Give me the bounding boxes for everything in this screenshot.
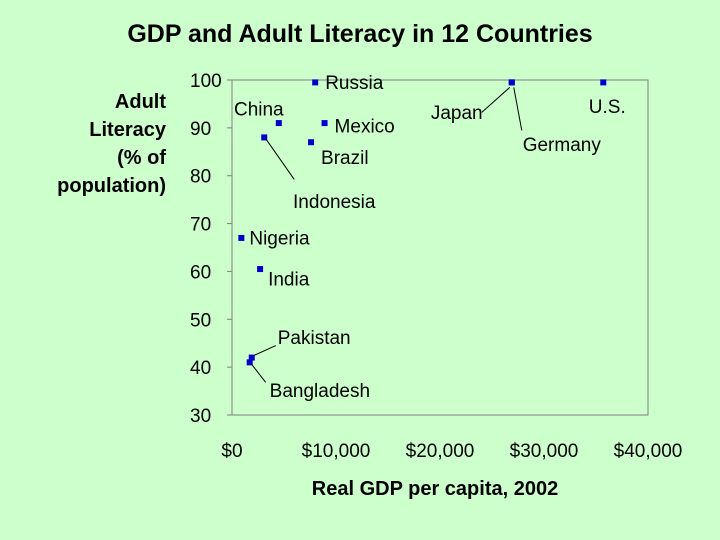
data-point bbox=[321, 120, 328, 127]
point-label: Nigeria bbox=[249, 229, 310, 250]
y-axis-label: Adult Literacy (% of population) bbox=[57, 88, 166, 200]
data-point bbox=[508, 79, 515, 86]
point-label: Japan bbox=[431, 103, 483, 124]
leader-line bbox=[253, 345, 276, 357]
leader-line bbox=[265, 139, 295, 180]
point-label: Indonesia bbox=[293, 192, 376, 213]
point-label: Russia bbox=[325, 73, 384, 94]
x-tick-label: $40,000 bbox=[614, 441, 683, 462]
data-point bbox=[248, 354, 255, 361]
data-point bbox=[308, 139, 315, 146]
y-axis-label-line: (% of bbox=[117, 147, 166, 169]
chart-title: GDP and Adult Literacy in 12 Countries bbox=[127, 20, 593, 48]
point-label: Brazil bbox=[321, 148, 369, 169]
x-tick-label: $30,000 bbox=[510, 441, 579, 462]
data-point bbox=[275, 120, 282, 127]
leader-line bbox=[513, 87, 523, 131]
data-point bbox=[246, 359, 253, 366]
y-tick-label: 30 bbox=[190, 406, 211, 427]
leader-line bbox=[251, 364, 267, 383]
point-label: Germany bbox=[523, 135, 602, 156]
point-label: U.S. bbox=[589, 97, 626, 118]
point-label: Mexico bbox=[335, 117, 395, 138]
x-tick-label: $10,000 bbox=[302, 441, 371, 462]
y-tick-label: 90 bbox=[190, 119, 211, 140]
data-point bbox=[238, 234, 245, 241]
point-label: Bangladesh bbox=[270, 381, 370, 402]
x-axis-label: Real GDP per capita, 2002 bbox=[311, 478, 559, 500]
point-label: Pakistan bbox=[278, 328, 351, 349]
x-tick-label: $20,000 bbox=[406, 441, 475, 462]
y-tick-label: 100 bbox=[190, 71, 222, 92]
data-point bbox=[312, 79, 319, 86]
data-point bbox=[257, 266, 264, 273]
point-label: China bbox=[234, 100, 284, 121]
y-tick-label: 70 bbox=[190, 215, 211, 236]
y-axis-label-line: Adult bbox=[114, 91, 166, 113]
leader-line bbox=[481, 87, 511, 113]
y-tick-label: 50 bbox=[190, 310, 211, 331]
point-label: India bbox=[268, 270, 310, 291]
y-tick-label: 80 bbox=[190, 167, 211, 188]
x-tick-label: $0 bbox=[221, 441, 242, 462]
y-tick-label: 60 bbox=[190, 262, 211, 283]
data-point bbox=[600, 79, 607, 86]
y-axis-label-line: Literacy bbox=[89, 119, 166, 141]
y-tick-label: 40 bbox=[190, 358, 211, 379]
y-axis-label-line: population) bbox=[57, 175, 166, 197]
data-point bbox=[261, 134, 268, 141]
plot-frame bbox=[231, 79, 649, 416]
